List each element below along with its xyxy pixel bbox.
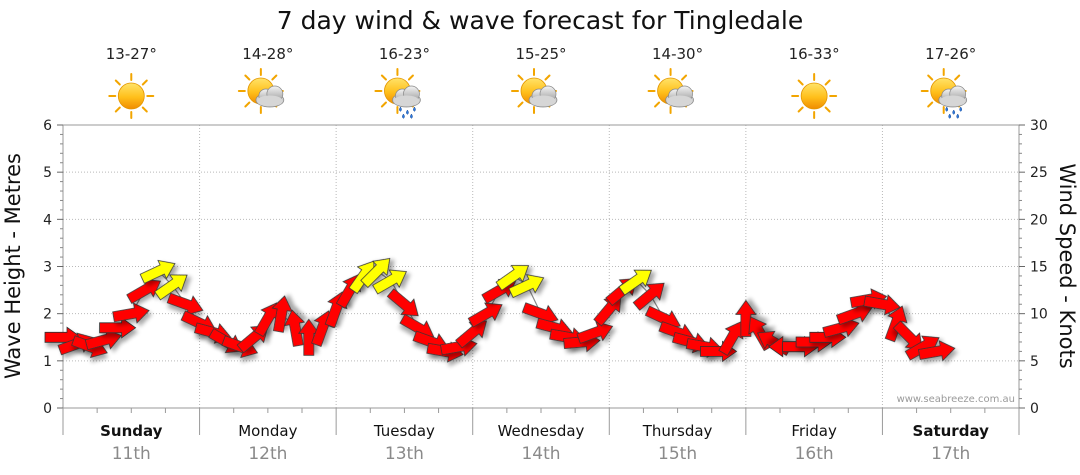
day-date-label: 17th xyxy=(931,444,970,464)
wind-arrow xyxy=(84,328,123,351)
y2-tick-label: 25 xyxy=(1030,165,1048,181)
day-name-label: Monday xyxy=(238,422,297,440)
day-name-label: Thursday xyxy=(642,422,713,440)
day-date-label: 13th xyxy=(385,444,424,464)
day-date-label: 12th xyxy=(248,444,287,464)
showers-icon xyxy=(374,68,421,119)
left-y-axis: 0 1 2 3 4 5 6 xyxy=(43,118,63,417)
wind-arrow xyxy=(166,292,204,316)
day-headers: 13-27° 14-28° 16-23° 15-25° 14-30° 16-33° 17-2… xyxy=(106,45,976,119)
wind-arrow xyxy=(863,294,901,316)
y2-tick-label: 10 xyxy=(1030,307,1048,323)
wind-arrow xyxy=(618,269,652,296)
y2-tick-label: 0 xyxy=(1030,401,1039,417)
day-temperature: 16-33° xyxy=(789,45,840,63)
wind-arrow xyxy=(884,305,908,343)
gridlines xyxy=(63,125,1019,408)
wind-arrow xyxy=(360,257,391,289)
x-axis-days: Sunday 11th Monday 12th Tuesday 13th Wednesday… xyxy=(62,408,1020,464)
y-tick-label: 4 xyxy=(43,212,52,228)
day-temperature: 15-25° xyxy=(515,45,566,63)
partly-cloudy-icon xyxy=(237,68,285,114)
day-temperature: 14-28° xyxy=(242,45,293,63)
day-date-label: 15th xyxy=(658,444,697,464)
y-tick-label: 0 xyxy=(43,401,52,417)
day-name-label: Friday xyxy=(791,422,837,440)
wind-arrow xyxy=(283,309,306,347)
right-axis-label: Wind Speed - Knots xyxy=(1055,163,1079,368)
y-tick-label: 1 xyxy=(43,354,52,370)
sun-icon xyxy=(108,73,155,119)
y2-tick-label: 15 xyxy=(1030,260,1048,276)
y2-tick-label: 20 xyxy=(1030,212,1048,228)
day-name-label: Sunday xyxy=(100,422,163,440)
day-name-label: Wednesday xyxy=(498,422,585,440)
wind-arrow xyxy=(918,340,956,362)
left-axis-label: Wave Height - Metres xyxy=(1,153,25,379)
y-tick-label: 6 xyxy=(43,118,52,134)
partly-cloudy-icon xyxy=(511,68,558,114)
wind-arrow xyxy=(386,288,419,317)
wind-arrow xyxy=(632,282,665,311)
day-date-label: 14th xyxy=(521,444,560,464)
wind-arrow xyxy=(904,335,940,361)
day-temperature: 13-27° xyxy=(106,45,157,63)
y-tick-label: 3 xyxy=(43,260,52,276)
y-tick-label: 2 xyxy=(43,307,52,323)
wind-arrow xyxy=(139,259,176,284)
wind-arrow xyxy=(298,318,320,356)
wind-arrow xyxy=(99,317,137,339)
wind-arrow xyxy=(372,269,407,295)
chart-title: 7 day wind & wave forecast for Tingledal… xyxy=(277,6,804,35)
wind-arrow xyxy=(576,321,614,344)
wind-arrow xyxy=(112,302,150,324)
sun-icon xyxy=(791,73,838,119)
wind-arrow xyxy=(495,265,530,291)
day-name-label: Tuesday xyxy=(373,422,435,440)
day-name-label: Saturday xyxy=(913,422,990,440)
wind-arrow xyxy=(271,295,293,333)
y2-tick-label: 5 xyxy=(1030,354,1039,370)
day-temperature: 14-30° xyxy=(652,45,703,63)
right-y-axis: 0 5 10 15 20 25 30 xyxy=(1019,118,1048,417)
day-temperature: 17-26° xyxy=(925,45,976,63)
wind-arrow xyxy=(508,274,545,299)
y2-tick-label: 30 xyxy=(1030,118,1048,134)
y-tick-label: 5 xyxy=(43,165,52,181)
partly-cloudy-icon xyxy=(647,68,695,114)
credit-text: www.seabreeze.com.au xyxy=(897,394,1015,405)
wind-arrow xyxy=(467,302,503,328)
day-temperature: 16-23° xyxy=(379,45,430,63)
showers-icon xyxy=(920,68,968,119)
day-date-label: 11th xyxy=(112,444,151,464)
wind-arrow-series xyxy=(44,257,956,363)
wind-arrow xyxy=(154,274,188,301)
day-date-label: 16th xyxy=(795,444,834,464)
